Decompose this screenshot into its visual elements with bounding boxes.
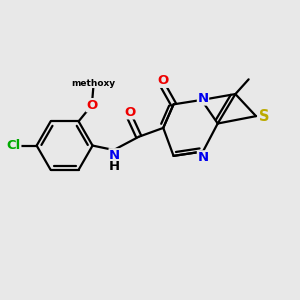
Text: N: N	[197, 151, 208, 164]
Text: N: N	[109, 149, 120, 162]
Text: Cl: Cl	[7, 139, 21, 152]
Text: N: N	[197, 92, 208, 105]
Text: H: H	[109, 160, 120, 173]
Text: O: O	[86, 99, 98, 112]
Text: methoxy: methoxy	[71, 79, 116, 88]
Text: O: O	[124, 106, 136, 119]
Text: S: S	[259, 109, 269, 124]
Text: O: O	[158, 74, 169, 87]
